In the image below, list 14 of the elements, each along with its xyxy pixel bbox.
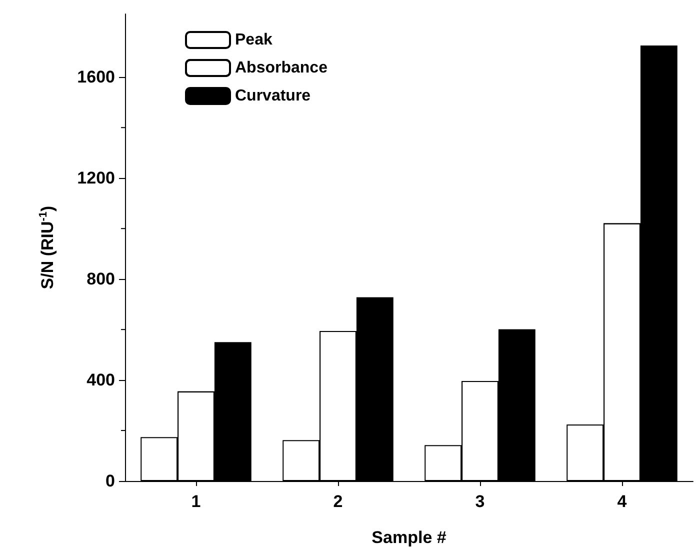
legend-label: Curvature [235,88,311,104]
legend-label: Peak [235,32,272,48]
x-tick-label: 1 [191,492,201,511]
y-axis-title: S/N (RIU-1) [38,206,57,290]
x-tick-label: 3 [475,492,485,511]
y-tick-label: 1600 [77,68,115,87]
x-axis-title: Sample # [372,528,447,547]
y-tick-label: 400 [86,370,115,390]
y-tick-label: 1200 [77,168,115,188]
y-tick-label: 0 [106,472,115,490]
x-tick-label: 4 [617,492,628,511]
legend-label: Absorbance [235,60,328,76]
x-tick-label: 2 [333,492,343,511]
y-tick-label: 800 [86,270,115,289]
